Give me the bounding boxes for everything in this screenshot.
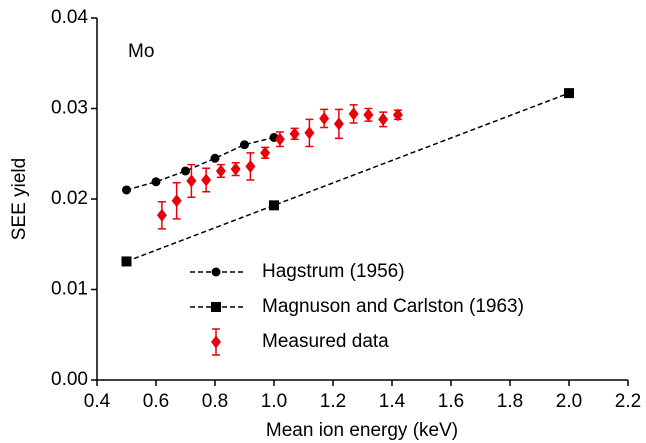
series-line bbox=[126, 92, 570, 263]
marker bbox=[122, 185, 131, 195]
marker bbox=[392, 108, 403, 122]
marker bbox=[230, 162, 241, 176]
marker bbox=[333, 117, 344, 131]
marker bbox=[319, 111, 330, 125]
x-tick-label: 0.4 bbox=[84, 391, 111, 412]
marker bbox=[181, 166, 190, 176]
marker bbox=[201, 173, 212, 187]
marker bbox=[304, 126, 315, 140]
annotation: Mo bbox=[128, 41, 154, 62]
marker bbox=[151, 177, 161, 187]
marker bbox=[186, 174, 197, 188]
legend-label: Magnuson and Carlston (1963) bbox=[262, 296, 524, 317]
marker bbox=[215, 164, 226, 178]
marker bbox=[156, 208, 167, 222]
marker bbox=[121, 256, 132, 267]
x-axis-label: Mean ion energy (keV) bbox=[266, 420, 458, 441]
marker bbox=[240, 140, 249, 150]
marker bbox=[348, 107, 359, 121]
marker bbox=[564, 88, 574, 99]
x-tick-label: 2.0 bbox=[556, 391, 582, 412]
marker bbox=[363, 108, 374, 122]
marker bbox=[274, 132, 285, 146]
marker bbox=[378, 112, 389, 126]
marker bbox=[289, 127, 300, 141]
x-tick-label: 0.6 bbox=[143, 391, 169, 412]
legend-label: Measured data bbox=[262, 331, 389, 352]
series-line bbox=[126, 136, 275, 191]
x-tick-label: 1.2 bbox=[320, 391, 346, 412]
marker bbox=[245, 159, 256, 173]
x-tick-label: 1.4 bbox=[379, 391, 406, 412]
legend-marker bbox=[211, 302, 221, 312]
y-tick-label: 0.03 bbox=[51, 98, 88, 119]
y-tick-label: 0.01 bbox=[51, 279, 88, 300]
x-tick-label: 0.8 bbox=[202, 391, 228, 412]
x-tick-label: 1.8 bbox=[497, 391, 523, 412]
legend-marker bbox=[211, 335, 221, 349]
x-tick-label: 1.0 bbox=[261, 391, 287, 412]
legend-marker bbox=[211, 267, 221, 277]
marker bbox=[260, 146, 271, 160]
y-tick-label: 0.02 bbox=[51, 188, 88, 209]
y-tick-label: 0.00 bbox=[51, 369, 88, 390]
marker bbox=[269, 200, 279, 211]
x-tick-label: 1.6 bbox=[438, 391, 464, 412]
x-tick-label: 2.2 bbox=[615, 391, 641, 412]
marker bbox=[210, 153, 220, 163]
legend-label: Hagstrum (1956) bbox=[262, 261, 405, 282]
marker bbox=[171, 194, 182, 208]
y-axis-label: SEE yield bbox=[9, 158, 30, 240]
y-tick-label: 0.04 bbox=[51, 7, 88, 28]
